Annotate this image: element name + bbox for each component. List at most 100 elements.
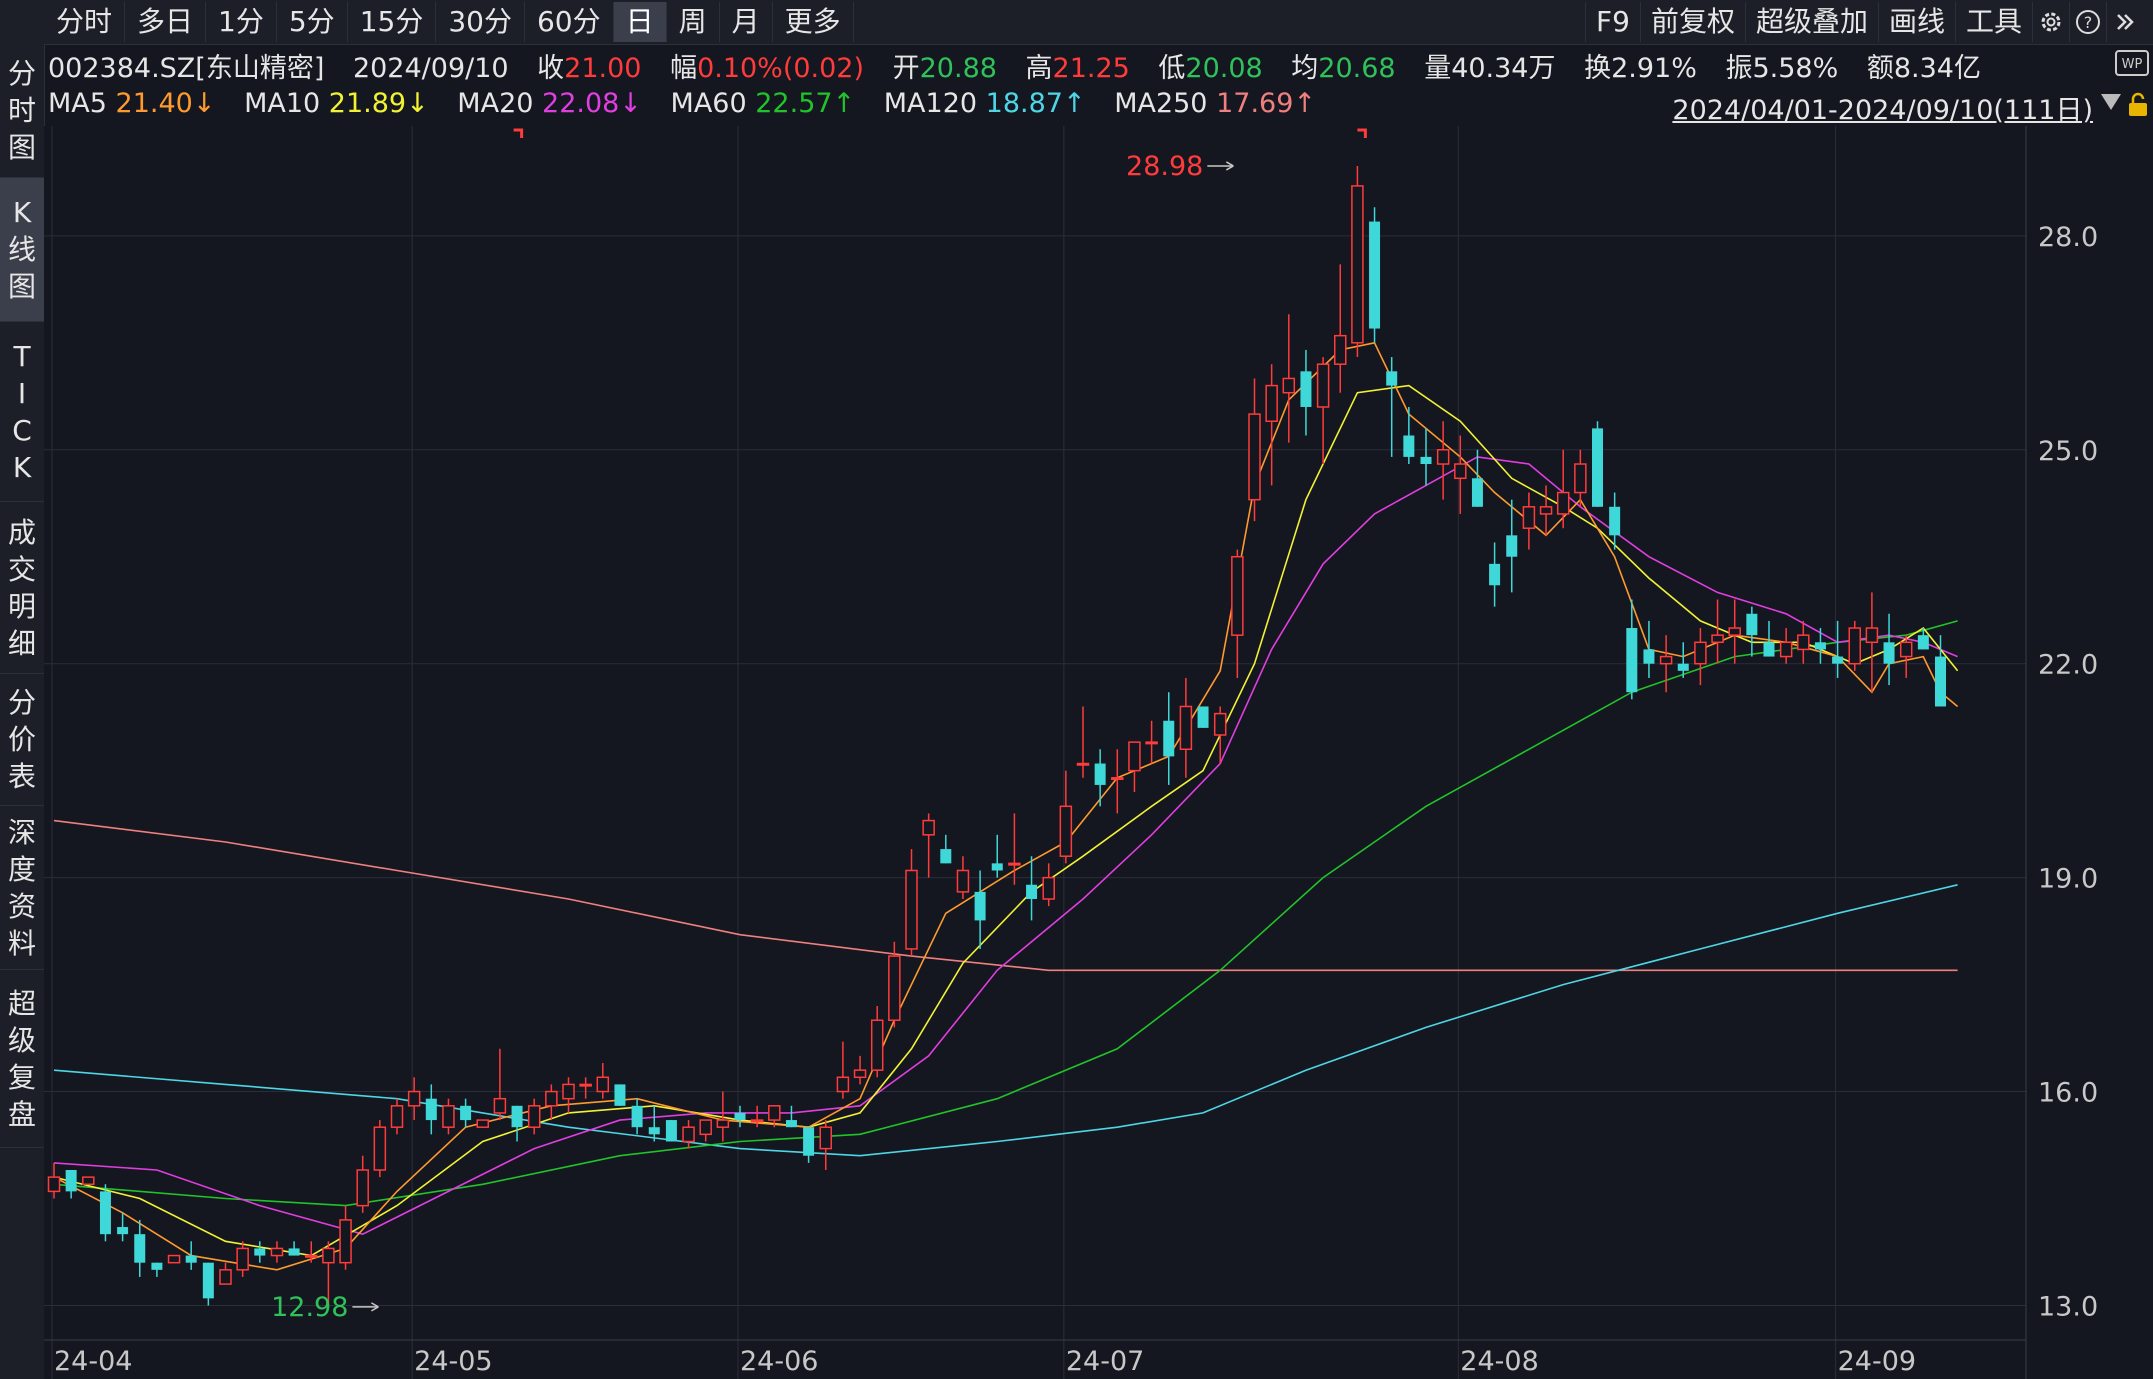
tab-1min[interactable]: 1分 [206,2,277,42]
tools-button[interactable]: 工具 [1954,2,2032,42]
tab-multiday[interactable]: 多日 [125,2,207,42]
f9-button[interactable]: F9 [1585,2,1640,42]
expand-double-chevron-icon[interactable] [2106,2,2143,42]
ma250-value: 17.69↑ [1216,88,1317,119]
candle-body-up [545,1090,558,1107]
settings-gear-icon[interactable] [2032,2,2069,42]
overlay-button[interactable]: 超级叠加 [1744,2,1878,42]
turnover-value: 2.91% [1611,53,1697,84]
candle-body-down [1592,428,1603,507]
left-tab-char: 成 [7,515,36,549]
candle-body-up [322,1247,335,1264]
amount-label: 额 [1866,53,1894,84]
stock-code-name: 002384.SZ[东山精密] [48,53,325,84]
candle-body-down [117,1227,129,1235]
candle-body-up [1179,705,1193,751]
candle-body-up [1316,363,1330,408]
date-range-selector[interactable]: 2024/04/01-2024/09/10(111日) [1672,95,2093,126]
candle-body-up [1539,506,1553,515]
left-tab-char: 分 [7,57,36,90]
candle-body-up [1042,876,1055,900]
low-label: 低 [1158,53,1186,84]
quote-info-row: 002384.SZ[东山精密] 2024/09/10 收21.00 幅0.10%… [48,46,1981,85]
y-tick-label: 16.0 [2038,1078,2098,1109]
candle-body-up [167,1254,181,1264]
tab-15min[interactable]: 15分 [348,2,437,42]
tab-5min[interactable]: 5分 [277,2,348,42]
change-value: 0.10%(0.02) [697,53,865,84]
candle-body-down [65,1169,77,1192]
wp-icon[interactable]: WP [2115,50,2149,80]
left-tab-char: 度 [7,852,36,886]
candle-body-down [1163,720,1175,757]
candle-body-up [1213,712,1227,736]
candle-body-down [1420,456,1432,465]
candle-body-up [750,1119,764,1123]
candle-body-up [1522,506,1536,529]
left-tab-0[interactable]: 分时图 [0,44,44,178]
candle-body-up [1779,641,1793,658]
candle-body-down [425,1098,437,1121]
draw-button[interactable]: 画线 [1877,2,1955,42]
candle-body-up [1111,777,1124,781]
help-icon[interactable]: ? [2069,2,2106,42]
adjust-button[interactable]: 前复权 [1639,2,1745,42]
left-tab-6[interactable]: 超级复盘 [0,970,44,1148]
tab-fenshi[interactable]: 分时 [44,2,126,42]
candle-body-up [682,1126,695,1143]
candle-body-down [1369,221,1381,329]
tab-30min[interactable]: 30分 [436,2,525,42]
candle-body-down [648,1127,660,1135]
candle-body-down [665,1120,677,1142]
candle-body-up [373,1126,387,1171]
svg-text:WP: WP [2122,57,2143,72]
ma20-value: 22.08↓ [542,88,642,119]
candle-body-up [82,1176,95,1185]
min-price-label: 12.98 [271,1292,348,1323]
candle-body-up [270,1247,284,1257]
tab-60min[interactable]: 60分 [525,2,614,42]
left-tab-3[interactable]: 成交明细 [0,502,44,674]
candle-body-up [716,1119,730,1128]
left-tab-char: 细 [7,626,36,660]
left-tab-5[interactable]: 深度资料 [0,806,44,970]
candle-body-up [236,1247,249,1271]
candle-body-up [442,1105,455,1128]
kline-chart[interactable]: 13.0 16.0 19.0 22.0 25.0 28.0 24-04 24-05 24-06 2… [44,126,2153,1379]
candle-body-up [1659,655,1673,665]
tab-day[interactable]: 日 [613,2,667,42]
triangle-down-icon[interactable] [2099,92,2123,116]
candle-body-up [1728,627,1741,636]
candle-body-down [1935,656,1946,707]
tab-month[interactable]: 月 [720,2,773,42]
candle-body-up [1076,762,1090,766]
max-price-label: 28.98 [1126,151,1203,182]
candle-body-down [1300,371,1312,407]
top-toolbar: 分时 多日 1分 5分 15分 30分 60分 日 周 月 更多 F9 前复权 … [0,0,2153,45]
high-label: 高 [1025,53,1053,84]
candle-body-down [1506,535,1518,557]
candle-body-up [219,1269,232,1285]
candle-body-up [1282,377,1296,394]
avg-label: 均 [1291,53,1319,84]
quote-date: 2024/09/10 [352,53,509,84]
left-tab-char: 资 [7,889,36,923]
left-tab-4[interactable]: 分价表 [0,674,44,806]
candle-body-down [1814,642,1826,650]
volume-label: 量 [1424,53,1452,84]
x-tick-label: 24-06 [740,1346,818,1377]
tab-week[interactable]: 周 [667,2,720,42]
left-tab-char: I [17,376,27,410]
y-tick-label: 25.0 [2038,436,2098,467]
candle-body-down [1626,628,1638,693]
period-tabs: 分时 多日 1分 5分 15分 30分 60分 日 周 月 更多 [44,2,854,42]
candle-body-down [940,849,952,864]
lock-icon[interactable] [2127,92,2149,122]
candle-body-up [493,1097,507,1114]
left-tab-char: 价 [7,723,36,756]
candle-body-down [202,1262,214,1299]
tab-more[interactable]: 更多 [773,2,854,42]
ma120-label: MA120 [883,88,978,119]
